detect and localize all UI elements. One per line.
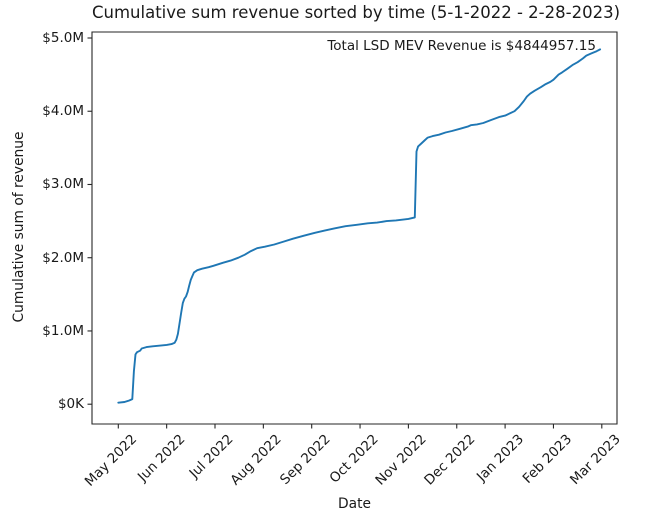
y-tick-label: $5.0M bbox=[42, 30, 84, 46]
y-tick-label: $2.0M bbox=[42, 249, 84, 266]
y-axis-label: Cumulative sum of revenue bbox=[11, 131, 27, 323]
y-tick-label: $0K bbox=[57, 396, 84, 413]
total-revenue-annotation: Total LSD MEV Revenue is $4844957.15 bbox=[327, 38, 596, 54]
y-tick-label: $4.0M bbox=[42, 103, 84, 120]
cumulative-revenue-line bbox=[117, 48, 602, 404]
chart-title: Cumulative sum revenue sorted by time (5… bbox=[92, 3, 621, 22]
x-axis-label: Date bbox=[338, 496, 371, 512]
y-tick-label: $3.0M bbox=[42, 176, 84, 193]
y-tick-label: $1.0M bbox=[42, 322, 84, 339]
plot-spines bbox=[91, 31, 618, 425]
